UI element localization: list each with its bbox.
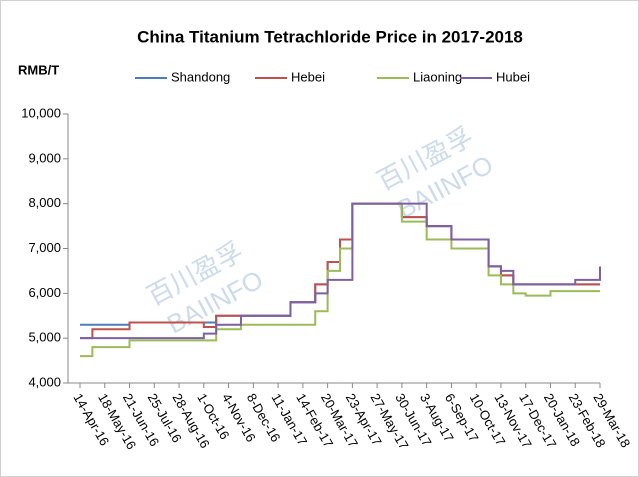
y-tick-label: 10,000	[21, 105, 61, 120]
legend-label: Shandong	[171, 69, 230, 84]
y-tick-label: 5,000	[28, 330, 61, 345]
y-tick-label: 7,000	[28, 240, 61, 255]
legend-label: Liaoning	[413, 69, 462, 84]
y-tick-label: 4,000	[28, 374, 61, 389]
y-tick-label: 9,000	[28, 150, 61, 165]
chart-title: China Titanium Tetrachloride Price in 20…	[137, 27, 523, 46]
legend-label: Hebei	[291, 69, 325, 84]
legend-label: Hubei	[496, 69, 530, 84]
y-tick-label: 6,000	[28, 285, 61, 300]
y-axis-label: RMB/T	[18, 62, 59, 77]
y-tick-label: 8,000	[28, 195, 61, 210]
series-line	[80, 202, 601, 340]
